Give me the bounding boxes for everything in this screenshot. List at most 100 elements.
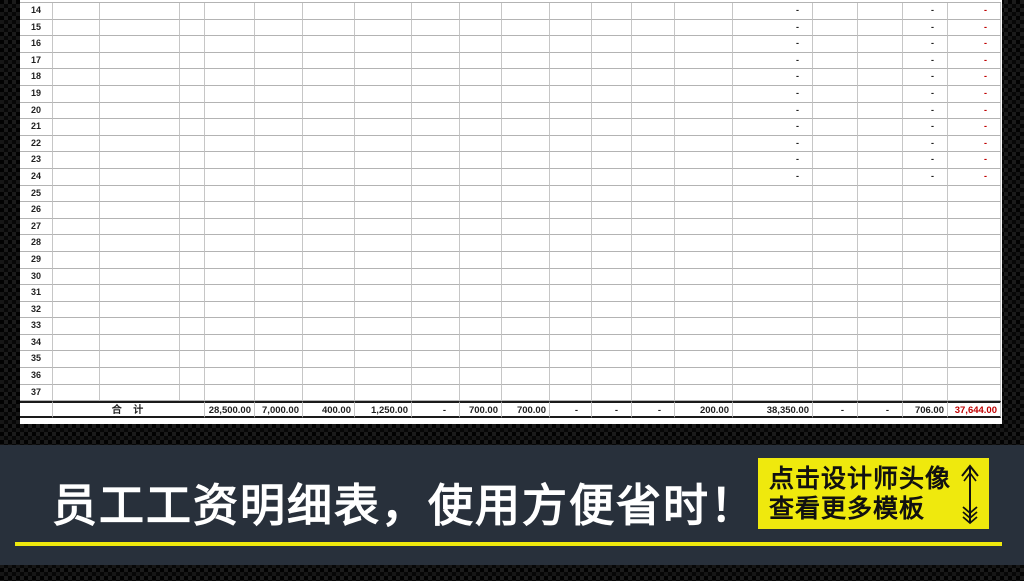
table-cell[interactable] <box>502 301 550 319</box>
table-cell[interactable] <box>675 351 733 369</box>
table-cell[interactable] <box>948 301 1001 319</box>
table-cell[interactable] <box>303 52 355 70</box>
table-cell[interactable] <box>903 218 948 236</box>
table-cell[interactable] <box>53 301 100 319</box>
table-cell[interactable] <box>550 202 592 219</box>
table-cell[interactable] <box>903 384 948 402</box>
table-cell[interactable] <box>412 3 460 20</box>
table-cell[interactable] <box>675 119 733 136</box>
table-cell[interactable] <box>53 202 100 219</box>
table-cell[interactable] <box>412 351 460 369</box>
table-cell[interactable] <box>255 152 303 169</box>
table-cell[interactable] <box>502 152 550 169</box>
table-cell[interactable] <box>53 334 100 352</box>
table-cell[interactable] <box>592 285 632 302</box>
table-cell[interactable] <box>733 318 813 335</box>
table-cell[interactable] <box>858 285 903 302</box>
table-cell[interactable] <box>355 52 412 70</box>
table-cell[interactable] <box>502 135 550 153</box>
table-cell[interactable] <box>412 251 460 269</box>
table-cell[interactable] <box>460 251 502 269</box>
row-header[interactable]: 21 <box>20 119 53 136</box>
table-cell[interactable] <box>180 36 205 53</box>
row-header[interactable]: 30 <box>20 268 53 286</box>
table-cell[interactable] <box>255 3 303 20</box>
table-cell[interactable] <box>550 218 592 236</box>
row-header[interactable]: 19 <box>20 85 53 103</box>
row-header[interactable]: 17 <box>20 52 53 70</box>
table-cell[interactable]: - <box>733 102 813 120</box>
table-cell[interactable] <box>592 135 632 153</box>
table-cell[interactable] <box>180 202 205 219</box>
table-cell[interactable] <box>632 301 675 319</box>
table-cell[interactable] <box>632 368 675 385</box>
table-cell[interactable] <box>632 52 675 70</box>
row-header[interactable]: 34 <box>20 334 53 352</box>
row-header[interactable]: 20 <box>20 102 53 120</box>
row-header[interactable]: 15 <box>20 19 53 37</box>
table-cell[interactable] <box>100 202 180 219</box>
table-cell[interactable] <box>53 19 100 37</box>
table-cell[interactable] <box>502 119 550 136</box>
row-header[interactable]: 28 <box>20 235 53 252</box>
table-cell[interactable]: - <box>948 19 1001 37</box>
table-cell[interactable] <box>412 69 460 86</box>
row-header[interactable]: 16 <box>20 36 53 53</box>
table-cell[interactable]: - <box>948 102 1001 120</box>
table-cell[interactable] <box>180 19 205 37</box>
table-cell[interactable] <box>205 384 255 402</box>
table-cell[interactable] <box>813 334 858 352</box>
table-cell[interactable] <box>100 251 180 269</box>
table-cell[interactable] <box>412 135 460 153</box>
table-cell[interactable] <box>303 334 355 352</box>
table-cell[interactable]: - <box>733 52 813 70</box>
table-cell[interactable] <box>255 135 303 153</box>
table-cell[interactable] <box>53 102 100 120</box>
table-cell[interactable] <box>592 52 632 70</box>
table-cell[interactable] <box>858 384 903 402</box>
table-cell[interactable] <box>502 351 550 369</box>
table-cell[interactable]: - <box>903 119 948 136</box>
table-cell[interactable] <box>53 85 100 103</box>
table-cell[interactable] <box>460 3 502 20</box>
table-cell[interactable] <box>592 36 632 53</box>
table-cell[interactable] <box>205 301 255 319</box>
table-cell[interactable] <box>53 3 100 20</box>
table-cell[interactable] <box>632 36 675 53</box>
table-cell[interactable] <box>632 268 675 286</box>
table-cell[interactable]: - <box>903 36 948 53</box>
table-cell[interactable] <box>180 69 205 86</box>
row-header[interactable]: 14 <box>20 3 53 20</box>
table-cell[interactable]: - <box>903 102 948 120</box>
table-cell[interactable] <box>858 168 903 186</box>
table-cell[interactable] <box>675 235 733 252</box>
table-cell[interactable] <box>100 19 180 37</box>
table-cell[interactable] <box>205 19 255 37</box>
table-cell[interactable]: - <box>733 3 813 20</box>
table-cell[interactable] <box>502 235 550 252</box>
table-cell[interactable] <box>355 102 412 120</box>
table-cell[interactable] <box>858 318 903 335</box>
table-cell[interactable] <box>205 318 255 335</box>
table-cell[interactable] <box>355 368 412 385</box>
table-cell[interactable] <box>460 202 502 219</box>
table-cell[interactable] <box>53 152 100 169</box>
table-cell[interactable] <box>53 135 100 153</box>
table-cell[interactable] <box>412 152 460 169</box>
table-cell[interactable] <box>255 384 303 402</box>
table-cell[interactable]: - <box>948 135 1001 153</box>
row-header[interactable]: 32 <box>20 301 53 319</box>
table-cell[interactable] <box>460 318 502 335</box>
table-cell[interactable] <box>502 334 550 352</box>
table-cell[interactable] <box>903 368 948 385</box>
table-cell[interactable] <box>205 168 255 186</box>
table-cell[interactable] <box>412 285 460 302</box>
table-cell[interactable] <box>858 52 903 70</box>
table-cell[interactable] <box>355 235 412 252</box>
table-cell[interactable] <box>303 285 355 302</box>
table-cell[interactable] <box>903 185 948 203</box>
table-cell[interactable] <box>460 235 502 252</box>
table-cell[interactable] <box>948 202 1001 219</box>
table-cell[interactable] <box>180 285 205 302</box>
table-cell[interactable] <box>502 251 550 269</box>
